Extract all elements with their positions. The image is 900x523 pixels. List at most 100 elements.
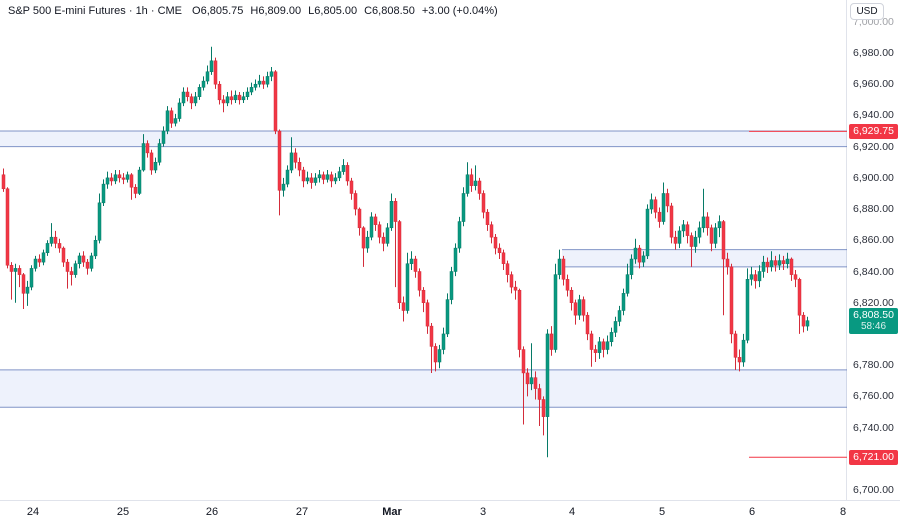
price-axis-label: 6,940.00 [853, 109, 894, 122]
candle [97, 193, 102, 244]
candle [121, 173, 126, 185]
candle [493, 234, 498, 255]
candle [305, 171, 310, 185]
candle [125, 171, 130, 183]
candle [13, 263, 18, 303]
candle [129, 173, 134, 200]
time-axis-label: 8 [839, 506, 847, 518]
candle [553, 263, 558, 353]
candle [705, 212, 710, 236]
candle [337, 166, 342, 181]
candle [509, 271, 514, 294]
candle [81, 251, 86, 267]
candle [141, 134, 146, 172]
candle [221, 95, 226, 113]
candle [45, 240, 50, 256]
candle [49, 223, 54, 247]
candle [733, 330, 738, 370]
candle [285, 165, 290, 188]
candle [33, 255, 38, 272]
candle [29, 265, 34, 291]
candle [173, 113, 178, 127]
candle [133, 184, 138, 199]
candle [749, 266, 754, 286]
time-axis-label: 4 [568, 506, 576, 518]
demand-zone-lower[interactable] [0, 369, 847, 408]
candle [89, 252, 94, 272]
candle [273, 70, 278, 135]
candle [417, 268, 422, 297]
candle [57, 238, 62, 253]
time-axis-label: 24 [26, 506, 40, 518]
last-price-value: 6,808.50 [853, 308, 894, 321]
candle [369, 212, 374, 241]
candle [541, 396, 546, 436]
candle [293, 148, 298, 169]
candle [661, 182, 666, 225]
candle [645, 204, 650, 260]
candle [601, 338, 606, 358]
candle [449, 266, 454, 305]
candle [781, 255, 786, 270]
candle [605, 335, 610, 355]
candle [485, 209, 490, 231]
candle [681, 219, 686, 238]
candle [621, 288, 626, 316]
candle [513, 280, 518, 300]
chart-legend[interactable]: S&P 500 E-mini Futures · 1h · CME O6,805.… [8, 5, 505, 17]
currency-button[interactable]: USD [850, 3, 884, 20]
supply-zone-mid[interactable] [562, 249, 847, 268]
candle [65, 259, 70, 289]
candle [209, 46, 214, 75]
ohlc-high: H6,809.00 [250, 5, 302, 17]
candle [669, 202, 674, 244]
candle [69, 266, 74, 286]
candle [557, 249, 562, 280]
candle [441, 327, 446, 355]
candle [149, 149, 154, 175]
candle [233, 90, 238, 103]
candle [789, 257, 794, 281]
candle [641, 251, 646, 267]
candle [717, 215, 722, 238]
candle [421, 287, 426, 313]
candlestick-chart[interactable]: S&P 500 E-mini Futures · 1h · CME O6,805.… [0, 0, 847, 500]
price-axis-label: 6,780.00 [853, 359, 894, 372]
candle [701, 188, 706, 233]
candle [249, 82, 254, 96]
candle [497, 243, 502, 260]
candle [261, 76, 266, 89]
candle [245, 87, 250, 100]
price-axis-label: 6,740.00 [853, 421, 894, 434]
candle [137, 166, 142, 196]
price-axis-label: 6,900.00 [853, 171, 894, 184]
candle [577, 294, 582, 320]
candle [317, 170, 322, 183]
candle [289, 137, 294, 174]
candle [85, 259, 90, 275]
symbol-title[interactable]: S&P 500 E-mini Futures · 1h · CME [8, 5, 183, 17]
candle [321, 171, 326, 185]
time-axis-label: 6 [748, 506, 756, 518]
candle [189, 93, 194, 110]
time-axis[interactable]: 24 25 26 27 Mar 3 4 5 6 8 [0, 500, 900, 523]
candle [177, 98, 182, 122]
candle [517, 288, 522, 358]
candle [465, 162, 470, 197]
candle [197, 84, 202, 100]
candle [281, 177, 286, 197]
candle [153, 157, 158, 174]
candle [409, 251, 414, 270]
candle [545, 329, 550, 458]
candle [501, 249, 506, 270]
bar-countdown: 58:46 [860, 320, 887, 332]
candle [613, 316, 618, 338]
supply-zone-upper[interactable] [0, 130, 847, 148]
price-axis[interactable]: USD 7,000.00 6,980.00 6,960.00 6,940.00 6,92… [848, 0, 900, 500]
candle [269, 67, 274, 82]
candle [41, 249, 46, 266]
candle [257, 74, 262, 88]
candle [713, 223, 718, 249]
ohlc-open: O6,805.75 [192, 5, 244, 17]
